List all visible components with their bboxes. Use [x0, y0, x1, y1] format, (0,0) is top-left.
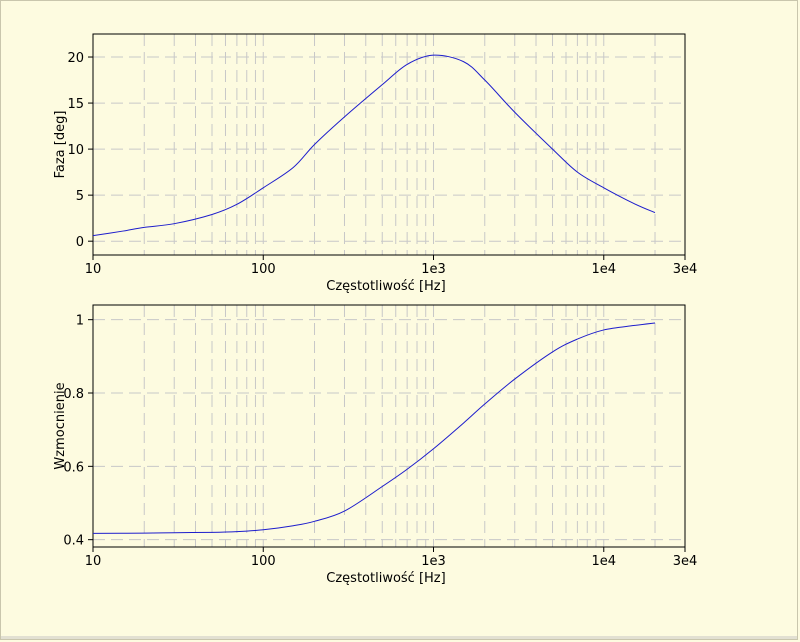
data-point: [407, 64, 408, 65]
chart-1: 10 100 1e3 1e4 3e4 0 5 10 15 20 Częstotliwość [Hz]…: [53, 33, 698, 294]
x-axis-label: Częstotliwość [Hz]: [326, 571, 445, 586]
grid-lines: [93, 305, 685, 547]
data-point: [263, 187, 264, 188]
data-point: [463, 422, 464, 423]
y-tick-label: 15: [67, 97, 84, 112]
data-point: [236, 531, 237, 532]
y-tick-label: 1: [76, 314, 84, 329]
data-point: [407, 469, 408, 470]
y-tick-label: 0.8: [63, 387, 84, 402]
data-point: [236, 204, 237, 205]
plot-frame: [92, 33, 686, 256]
x-tick-label: 100: [251, 554, 276, 569]
x-tick-label: 3e4: [673, 262, 698, 277]
plot-frame: [92, 304, 686, 548]
y-tick-label: 10: [67, 143, 84, 158]
data-point: [314, 144, 315, 145]
data-point: [92, 533, 93, 534]
data-point: [263, 529, 264, 530]
x-tick-label: 1e3: [421, 262, 446, 277]
data-point: [552, 149, 553, 150]
data-point: [144, 532, 145, 533]
series-line: [92, 54, 656, 237]
data-point: [463, 61, 464, 62]
data-point: [122, 230, 123, 231]
data-point: [552, 351, 553, 352]
data-point: [654, 322, 655, 323]
data-point: [633, 203, 634, 204]
data-point: [514, 112, 515, 113]
data-point: [654, 212, 655, 213]
x-axis-label: Częstotliwość [Hz]: [326, 279, 445, 294]
x-tick-label: 1e4: [591, 554, 616, 569]
data-point: [382, 486, 383, 487]
y-axis-label: Wzmocnienie: [53, 382, 68, 469]
data-point: [514, 378, 515, 379]
data-point: [433, 448, 434, 449]
data-point: [484, 79, 485, 80]
data-point: [174, 532, 175, 533]
data-point: [174, 223, 175, 224]
y-tick-label: 20: [67, 51, 84, 66]
data-point: [344, 510, 345, 511]
data-point: [484, 403, 485, 404]
y-tick-label: 5: [76, 189, 84, 204]
x-tick-label: 10: [85, 554, 102, 569]
data-point: [314, 521, 315, 522]
data-point: [211, 532, 212, 533]
data-point: [433, 55, 434, 56]
y-axis-label: Faza [deg]: [53, 111, 68, 179]
x-tick-label: 3e4: [673, 554, 698, 569]
data-point: [293, 525, 294, 526]
data-point: [293, 167, 294, 168]
data-point: [577, 339, 578, 340]
data-point: [577, 172, 578, 173]
data-point: [633, 325, 634, 326]
data-point: [382, 84, 383, 85]
y-tick-label: 0: [76, 235, 84, 250]
data-point: [603, 329, 604, 330]
series-line: [92, 322, 656, 534]
chart-2: 10 100 1e3 1e4 3e4 0.4 0.6 0.8 1 Częstotliwość [H…: [53, 304, 698, 586]
data-point: [211, 214, 212, 215]
x-tick-label: 10: [85, 262, 102, 277]
x-tick-label: 1e4: [591, 262, 616, 277]
y-tick-label: 0.6: [63, 460, 84, 475]
x-tick-label: 100: [251, 262, 276, 277]
x-tick-label: 1e3: [421, 554, 446, 569]
y-tick-label: 0.4: [63, 534, 84, 549]
data-point: [603, 187, 604, 188]
data-point: [92, 235, 93, 236]
data-point: [344, 116, 345, 117]
data-point: [144, 227, 145, 228]
